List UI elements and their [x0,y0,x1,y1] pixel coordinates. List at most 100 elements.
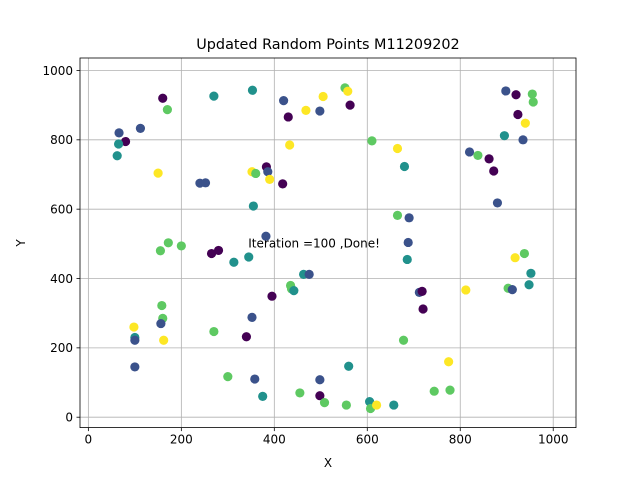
axis-ticks: 0 200 400 600 800 1000 0 200 400 600 800 1000 [42,64,568,447]
y-tick-label: 200 [50,341,73,355]
y-axis-label: Y [14,239,28,248]
scatter-point [247,312,257,322]
scatter-point [365,396,375,407]
scatter-point [371,400,382,410]
scatter-point [213,245,224,256]
plot-frame [79,57,577,429]
scatter-point [158,93,168,103]
scatter-point [513,109,523,120]
scatter-point [279,96,289,106]
scatter-point [398,335,409,345]
scatter-point [135,123,146,133]
scatter-point [159,335,169,345]
scatter-point [283,112,293,122]
scatter-point [162,105,172,115]
scatter-point [163,238,173,248]
scatter-point [113,139,124,149]
scatter-point [295,388,305,398]
y-tick-label: 600 [50,202,73,216]
scatter-point [285,140,295,150]
scatter-point [241,332,252,342]
scatter-point [510,253,520,263]
scatter-point [524,280,534,290]
scatter-point [444,357,454,367]
scatter-point [344,361,354,371]
scatter-point [404,213,414,223]
scatter-point [417,286,427,296]
scatter-point [130,335,140,345]
y-tick-label: 400 [50,272,73,286]
data-points [112,83,538,414]
scatter-point [129,322,139,332]
scatter-point [518,135,528,145]
x-tick-label: 200 [170,433,193,447]
scatter-point [429,386,439,396]
scatter-point [402,254,412,265]
scatter-point [209,91,219,101]
x-tick-label: 0 [85,433,93,447]
scatter-point [445,385,455,395]
x-tick-label: 400 [263,433,286,447]
scatter-point [484,154,494,164]
scatter-point [153,168,163,178]
scatter-point [112,151,122,161]
scatter-point [527,89,537,99]
scatter-point [343,86,353,96]
x-tick-label: 800 [449,433,472,447]
y-tick-label: 1000 [42,64,73,78]
scatter-point [315,375,325,385]
scatter-point [209,326,219,337]
scatter-point [114,128,124,138]
scatter-point [489,166,499,176]
scatter-point [319,398,330,408]
scatter-point [289,286,299,296]
scatter-point [157,300,167,311]
scatter-point [492,198,503,208]
scatter-point [155,246,166,256]
scatter-point [461,285,471,295]
x-axis-label: X [324,456,332,470]
scatter-point [315,391,325,401]
scatter-point [250,374,260,384]
scatter-point [367,136,377,146]
y-tick-label: 0 [65,410,73,424]
x-tick-label: 600 [356,433,379,447]
scatter-point [507,285,517,295]
scatter-point [399,161,410,172]
scatter-point [130,362,140,372]
scatter-point [261,231,271,241]
scatter-point [267,291,277,301]
scatter-point [501,86,511,96]
scatter-point [315,106,325,116]
scatter-point [403,237,413,248]
scatter-point [511,90,521,100]
scatter-point [499,131,510,141]
scatter-point [464,147,475,157]
scatter-point [341,400,351,410]
scatter-point [248,201,258,211]
scatter-point [526,268,536,278]
scatter-point [473,150,483,161]
scatter-point [392,210,403,221]
chart-title: Updated Random Points M11209202 [196,37,459,53]
scatter-point [278,179,288,189]
scatter-point [520,118,530,128]
scatter-point [389,400,399,410]
annotation-text: Iteration =100 ,Done! [248,236,380,250]
scatter-point [176,241,186,251]
scatter-point [244,252,254,262]
scatter-point [528,97,538,107]
scatter-point [301,105,311,115]
scatter-point [247,85,258,95]
scatter-point [120,136,131,147]
scatter-point [418,304,428,314]
scatter-point [200,178,211,188]
scatter-point [304,269,314,279]
x-tick-label: 1000 [538,433,569,447]
scatter-point [345,100,355,110]
scatter-point [223,372,233,382]
scatter-point [229,257,239,267]
scatter-point [258,391,268,401]
scatter-point [156,318,166,329]
